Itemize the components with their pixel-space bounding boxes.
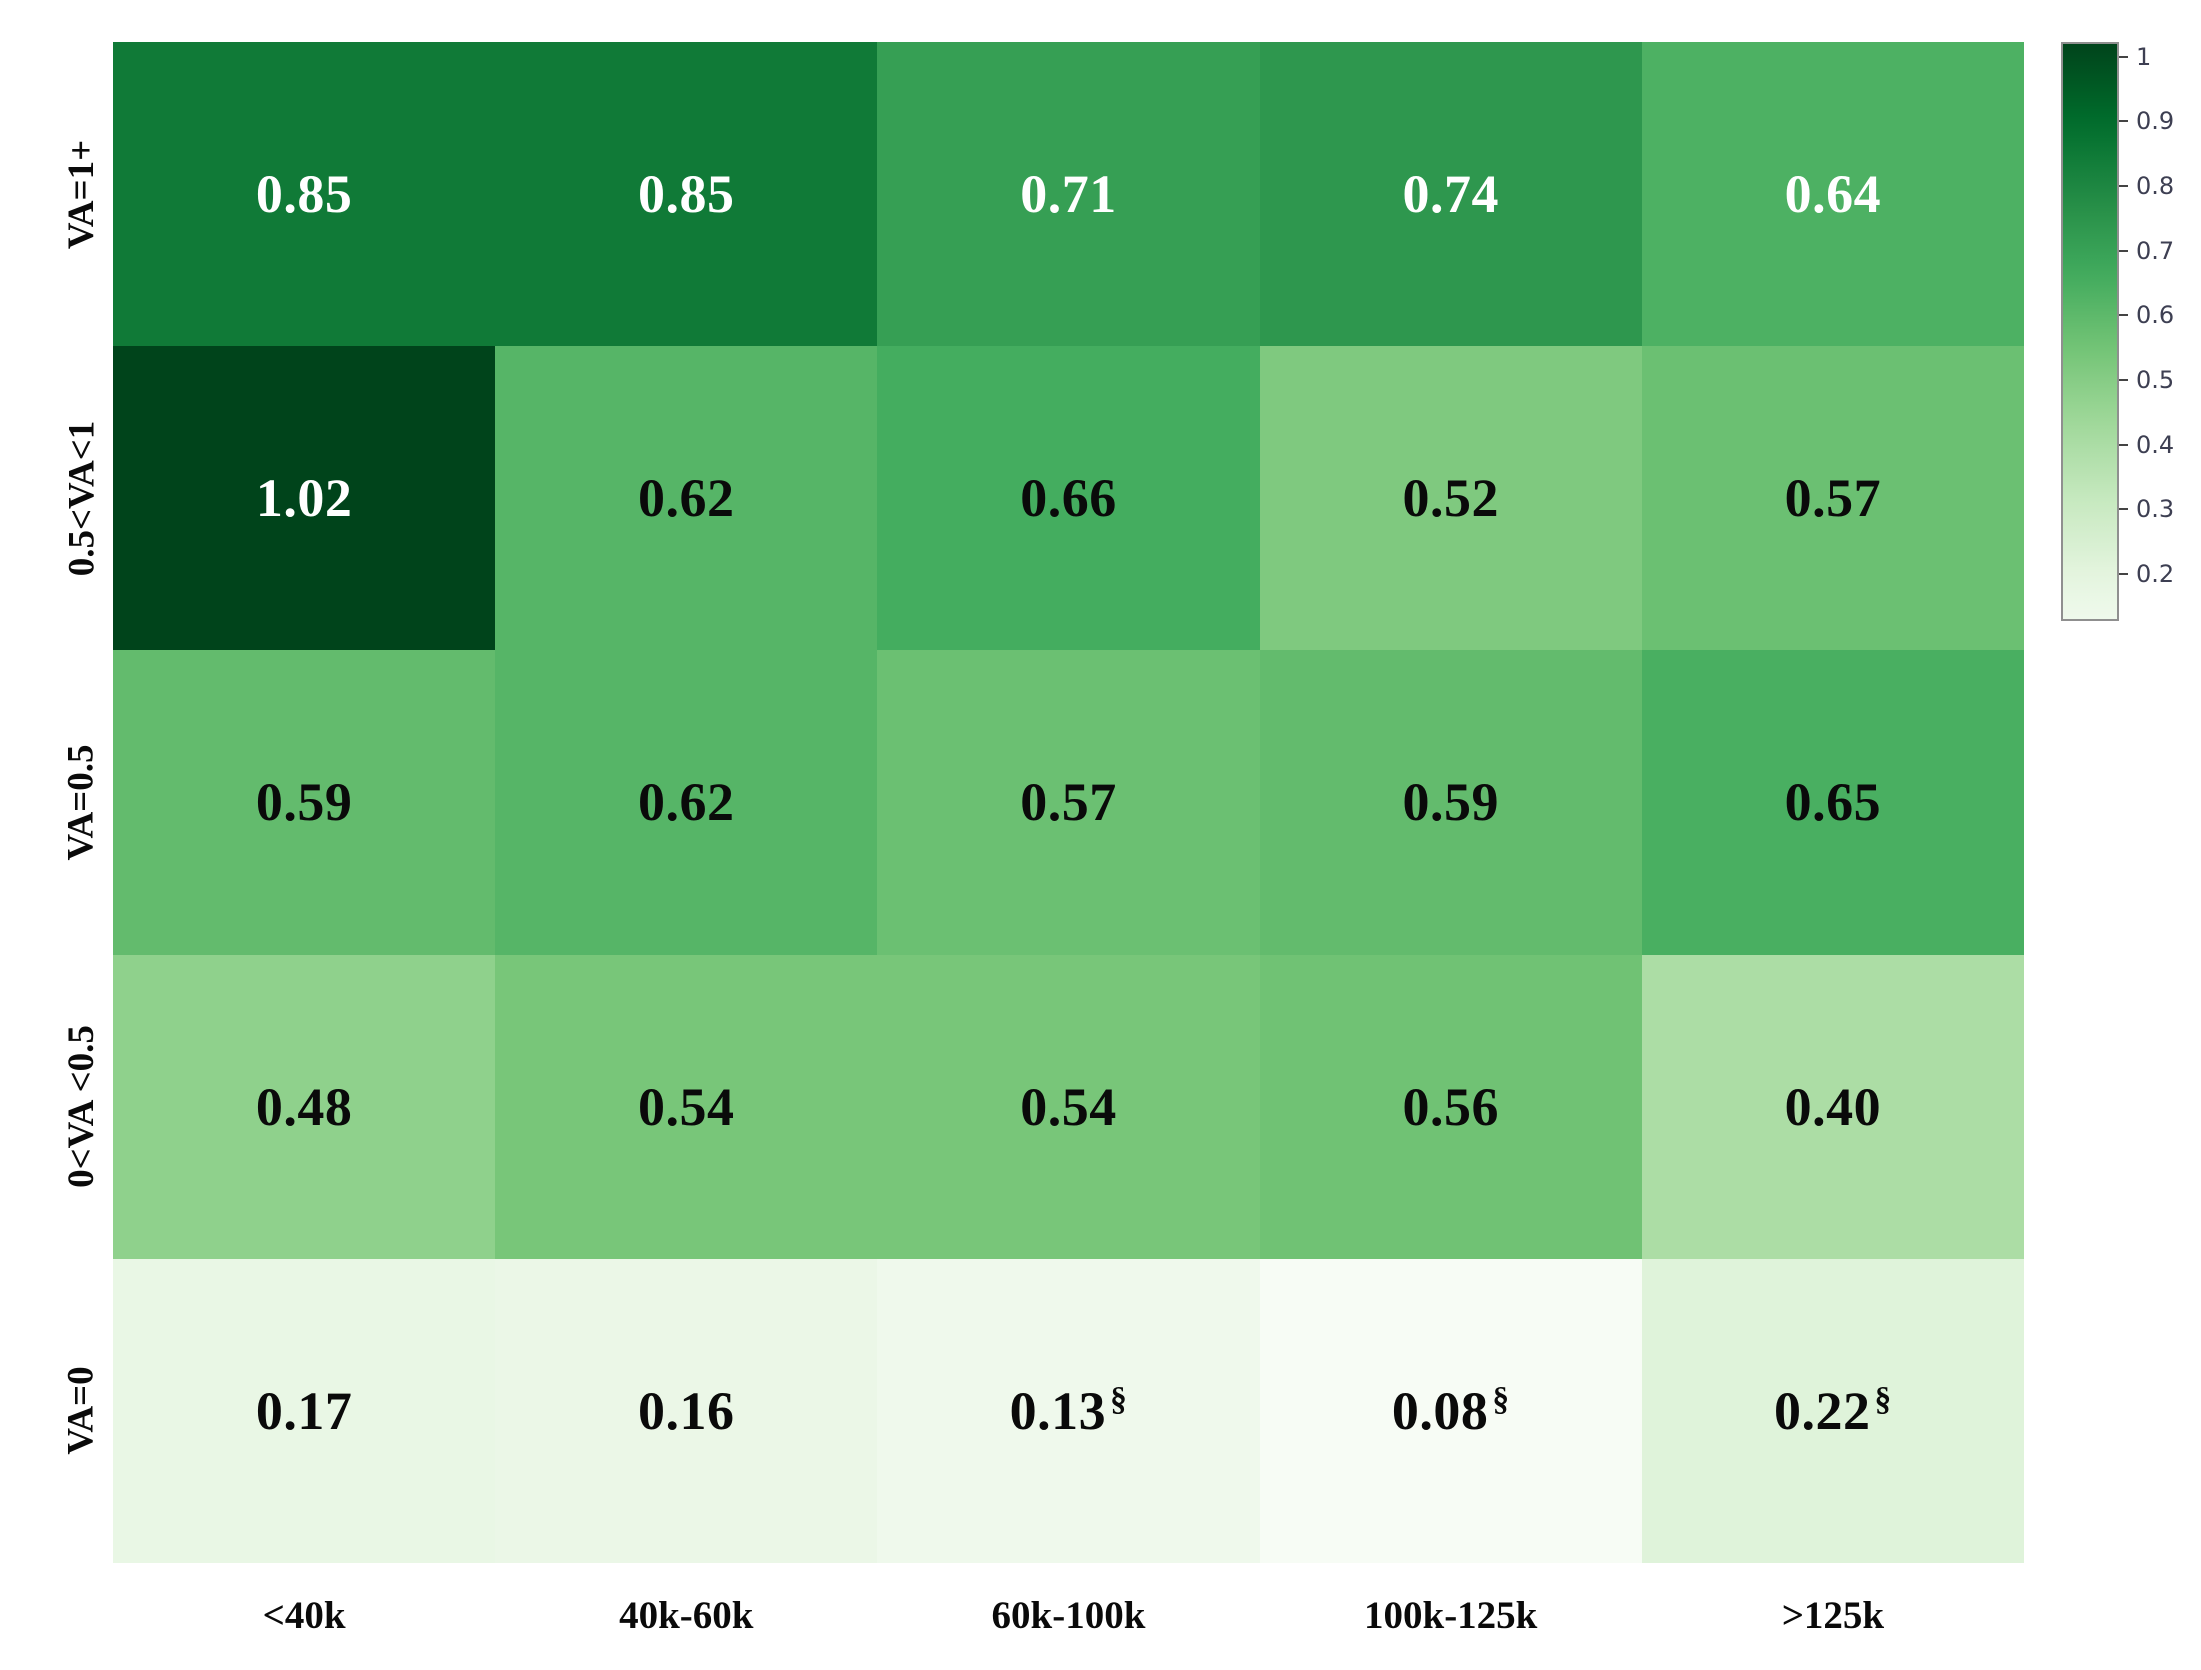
colorbar-tick-label: 0.3 bbox=[2136, 495, 2175, 524]
heatmap-cell: 0.64 bbox=[1641, 42, 2024, 347]
cell-value: 0.40 bbox=[1784, 1076, 1882, 1137]
cell-value: 0.13 § bbox=[1009, 1380, 1128, 1441]
heatmap-cell: 0.17 bbox=[113, 1258, 496, 1563]
heatmap-cell: 0.66 bbox=[877, 346, 1260, 651]
heatmap-cell: 0.74 bbox=[1259, 42, 1642, 347]
cell-value: 0.17 bbox=[255, 1380, 353, 1441]
heatmap-cell: 0.59 bbox=[113, 650, 496, 955]
col-labels: <40k 40k-60k 60k-100k 100k-125k >125k bbox=[113, 1563, 2024, 1668]
colorbar-tick-label: 0.5 bbox=[2136, 365, 2175, 394]
heatmap-cell: 0.57 bbox=[1641, 346, 2024, 651]
cell-value: 0.48 bbox=[255, 1076, 353, 1137]
heatmap-cell: 0.85 bbox=[113, 42, 496, 347]
colorbar-tick-label: 0.4 bbox=[2136, 430, 2175, 459]
colorbar-gradient bbox=[2061, 42, 2119, 621]
row-label: VA=0 bbox=[60, 1366, 102, 1456]
colorbar-tick-label: 0.8 bbox=[2136, 172, 2175, 201]
colorbar-tick bbox=[2119, 378, 2128, 381]
cell-value: 0.59 bbox=[255, 772, 353, 833]
heatmap-cell: 0.52 bbox=[1259, 346, 1642, 651]
heatmap-cell: 0.59 bbox=[1259, 650, 1642, 955]
colorbar-tick bbox=[2119, 249, 2128, 252]
colorbar-tick bbox=[2119, 508, 2128, 511]
row-label: VA=1+ bbox=[60, 139, 102, 249]
heatmap-cell: 0.40 bbox=[1641, 954, 2024, 1259]
cell-value: 0.66 bbox=[1020, 468, 1117, 529]
col-label: <40k bbox=[262, 1594, 346, 1637]
col-label: 40k-60k bbox=[619, 1594, 754, 1637]
section-marker: § bbox=[1110, 1381, 1128, 1419]
row-label: 0<VA <0.5 bbox=[60, 1025, 102, 1189]
colorbar-tick bbox=[2119, 120, 2128, 123]
row-labels: VA=1+ 0.5<VA<1 VA=0.5 0<VA <0.5 VA=0 bbox=[0, 42, 113, 1563]
section-marker: § bbox=[1874, 1381, 1892, 1419]
row-label: 0.5<VA<1 bbox=[60, 420, 102, 577]
col-label: 100k-125k bbox=[1364, 1594, 1538, 1637]
section-marker: § bbox=[1492, 1381, 1510, 1419]
colorbar-tick-label: 0.9 bbox=[2136, 107, 2175, 136]
colorbar-tick-label: 0.6 bbox=[2136, 301, 2175, 330]
cell-value: 0.85 bbox=[638, 164, 735, 225]
colorbar-tick-label: 1 bbox=[2136, 42, 2152, 71]
colorbar-tick bbox=[2119, 572, 2128, 575]
heatmap-cell: 0.57 bbox=[877, 650, 1260, 955]
cell-value: 1.02 bbox=[255, 468, 353, 529]
colorbar-tick bbox=[2119, 55, 2128, 58]
heatmap-cell: 0.22 § bbox=[1641, 1258, 2024, 1563]
colorbar-tick bbox=[2119, 443, 2128, 446]
cell-value: 0.57 bbox=[1020, 772, 1117, 833]
cell-value: 0.74 bbox=[1402, 164, 1499, 225]
heatmap-grid: 0.85 0.85 0.71 0.74 0.64 1.02 0.62 0.66 0.52 0.57… bbox=[113, 42, 2024, 1563]
heatmap-cell: 0.65 bbox=[1641, 650, 2024, 955]
heatmap-cell: 1.02 bbox=[113, 346, 496, 651]
heatmap-cell: 0.56 bbox=[1259, 954, 1642, 1259]
cell-value: 0.64 bbox=[1784, 164, 1882, 225]
cell-value: 0.62 bbox=[638, 468, 735, 529]
cell-value: 0.16 bbox=[638, 1380, 735, 1441]
cell-value: 0.62 bbox=[638, 772, 735, 833]
heatmap-cell: 0.54 bbox=[495, 954, 878, 1259]
cell-value: 0.71 bbox=[1020, 164, 1117, 225]
heatmap-cell: 0.54 bbox=[877, 954, 1260, 1259]
cell-value: 0.22 § bbox=[1774, 1380, 1892, 1441]
heatmap-cell: 0.08 § bbox=[1259, 1258, 1642, 1563]
cell-value: 0.56 bbox=[1402, 1076, 1499, 1137]
cell-value: 0.52 bbox=[1402, 468, 1499, 529]
cell-value: 0.85 bbox=[255, 164, 353, 225]
cell-value: 0.08 § bbox=[1391, 1380, 1510, 1441]
colorbar-tick bbox=[2119, 185, 2128, 188]
col-label-box: 40k-60k bbox=[495, 1563, 877, 1668]
heatmap-cell: 0.48 bbox=[113, 954, 496, 1259]
heatmap-cell: 0.62 bbox=[495, 650, 878, 955]
colorbar-tick-label: 0.7 bbox=[2136, 236, 2175, 265]
colorbar-tick bbox=[2119, 314, 2128, 317]
cell-value: 0.54 bbox=[1020, 1076, 1117, 1137]
col-label-box: >125k bbox=[1642, 1563, 2024, 1668]
heatmap-cell: 0.62 bbox=[495, 346, 878, 651]
col-label: >125k bbox=[1781, 1594, 1885, 1637]
col-label: 60k-100k bbox=[991, 1594, 1146, 1637]
col-label-box: 60k-100k bbox=[877, 1563, 1259, 1668]
row-label: VA=0.5 bbox=[60, 744, 102, 861]
heatmap-cell: 0.71 bbox=[877, 42, 1260, 347]
cell-value: 0.57 bbox=[1784, 468, 1882, 529]
heatmap-cell: 0.85 bbox=[495, 42, 878, 347]
heatmap-cell: 0.16 bbox=[495, 1258, 878, 1563]
col-label-box: 100k-125k bbox=[1260, 1563, 1642, 1668]
heatmap-cell: 0.13 § bbox=[877, 1258, 1260, 1563]
cell-value: 0.54 bbox=[638, 1076, 735, 1137]
col-label-box: <40k bbox=[113, 1563, 495, 1668]
cell-value: 0.65 bbox=[1784, 772, 1882, 833]
colorbar-tick-label: 0.2 bbox=[2136, 559, 2175, 588]
cell-value: 0.59 bbox=[1402, 772, 1499, 833]
